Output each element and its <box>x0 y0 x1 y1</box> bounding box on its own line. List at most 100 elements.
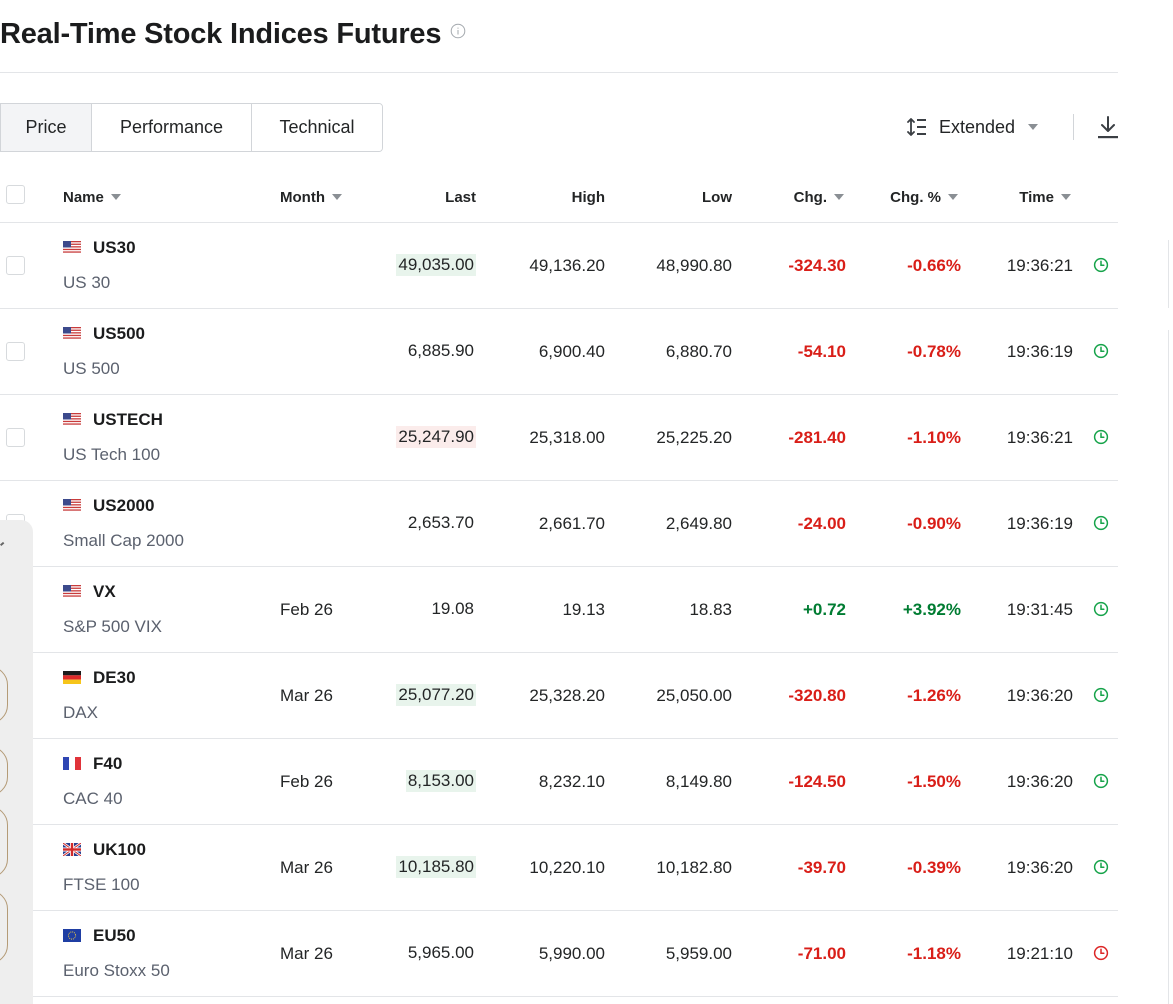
page-header: Real-Time Stock Indices Futures <box>0 14 466 54</box>
us-flag-icon <box>63 585 81 598</box>
change-percent: -0.90% <box>907 514 961 533</box>
sort-icon <box>110 194 121 200</box>
tab-technical[interactable]: Technical <box>252 104 382 151</box>
col-low[interactable]: Low <box>702 172 732 222</box>
gb-flag-icon <box>62 841 82 858</box>
change-percent: -0.78% <box>907 342 961 361</box>
sort-icon <box>948 194 958 200</box>
high-price: 6,900.40 <box>538 342 605 361</box>
col-name[interactable]: Name <box>63 172 121 222</box>
chevron-down-icon <box>1028 124 1039 130</box>
instrument-name: US 500 <box>63 359 120 378</box>
instrument-name: DAX <box>63 703 98 722</box>
high-price: 25,318.00 <box>529 428 605 447</box>
instrument-symbol-link[interactable]: F40 <box>93 754 123 773</box>
instrument-name: Small Cap 2000 <box>63 531 184 550</box>
last-price: 2,653.70 <box>407 513 474 532</box>
instrument-symbol-link[interactable]: US2000 <box>93 496 155 515</box>
last-price: 25,247.90 <box>396 426 476 448</box>
col-time[interactable]: Time <box>1019 172 1071 222</box>
low-price: 25,225.20 <box>656 428 732 447</box>
us-flag-icon <box>63 499 81 512</box>
table-row[interactable]: EU50 Euro Stoxx 50 Mar 26 5,965.00 5,990.00 5… <box>0 911 1118 997</box>
instrument-symbol-link[interactable]: EU50 <box>93 926 136 945</box>
col-month[interactable]: Month <box>280 172 342 222</box>
low-price: 6,880.70 <box>665 342 732 361</box>
row-checkbox[interactable] <box>6 342 25 361</box>
instrument-symbol-link[interactable]: US500 <box>93 324 145 343</box>
update-time: 19:36:19 <box>1006 342 1073 361</box>
col-low-label: Low <box>702 188 732 206</box>
market-open-clock-icon <box>1093 859 1109 875</box>
table-body: US30 US 30 49,035.00 49,136.20 48,990.80 -324… <box>0 223 1118 997</box>
last-price: 6,885.90 <box>407 341 474 360</box>
last-price: 19.08 <box>431 599 474 618</box>
tab-price[interactable]: Price <box>1 104 92 151</box>
de-flag-icon <box>63 671 81 684</box>
col-last-label: Last <box>445 188 476 206</box>
high-price: 49,136.20 <box>529 256 605 275</box>
last-price: 8,153.00 <box>405 770 476 792</box>
download-icon[interactable] <box>1096 114 1120 140</box>
col-chg-pct[interactable]: Chg. % <box>890 172 958 222</box>
update-time: 19:31:45 <box>1006 600 1073 619</box>
high-price: 25,328.20 <box>529 686 605 705</box>
toolbar-divider <box>1073 114 1074 140</box>
change-value: -54.10 <box>797 342 846 361</box>
table-row[interactable]: USTECH US Tech 100 25,247.90 25,318.00 25,22… <box>0 395 1118 481</box>
update-time: 19:36:21 <box>1006 256 1073 275</box>
update-time: 19:36:19 <box>1006 514 1073 533</box>
col-last[interactable]: Last <box>445 172 476 222</box>
low-price: 25,050.00 <box>656 686 732 705</box>
row-checkbox[interactable] <box>6 428 25 447</box>
instrument-symbol-link[interactable]: UK100 <box>93 840 146 859</box>
update-time: 19:36:20 <box>1006 772 1073 791</box>
market-open-clock-icon <box>1093 601 1109 617</box>
edge-divider <box>1168 240 1169 308</box>
table-row[interactable]: US2000 Small Cap 2000 2,653.70 2,661.70 2,64… <box>0 481 1118 567</box>
low-price: 10,182.80 <box>656 858 732 877</box>
fr-flag-icon <box>63 757 81 770</box>
contract-month: Feb 26 <box>280 600 333 619</box>
info-icon[interactable] <box>450 23 466 39</box>
instrument-symbol-link[interactable]: VX <box>93 582 116 601</box>
view-mode-select[interactable]: Extended <box>906 114 1039 140</box>
market-closed-clock-icon <box>1093 945 1109 961</box>
last-price: 5,965.00 <box>407 943 474 962</box>
contract-month: Feb 26 <box>280 772 333 791</box>
instrument-symbol-link[interactable]: USTECH <box>93 410 163 429</box>
col-month-label: Month <box>280 188 325 206</box>
change-value: -39.70 <box>797 858 846 877</box>
change-percent: -1.26% <box>907 686 961 705</box>
instrument-name: FTSE 100 <box>63 875 140 894</box>
instrument-symbol-link[interactable]: DE30 <box>93 668 136 687</box>
market-open-clock-icon <box>1093 343 1109 359</box>
tab-performance[interactable]: Performance <box>92 104 252 151</box>
eu-flag-icon <box>63 929 81 942</box>
change-value: +0.72 <box>802 600 846 619</box>
update-time: 19:36:20 <box>1006 858 1073 877</box>
low-price: 5,959.00 <box>665 944 732 963</box>
table-row[interactable]: F40 CAC 40 Feb 26 8,153.00 8,232.10 8,149.80 -… <box>0 739 1118 825</box>
change-percent: -1.10% <box>907 428 961 447</box>
table-row[interactable]: UK100 FTSE 100 Mar 26 10,185.80 10,220.10 10,… <box>0 825 1118 911</box>
col-chg-label: Chg. <box>793 188 827 206</box>
select-all-checkbox[interactable] <box>6 185 25 204</box>
table-row[interactable]: US500 US 500 6,885.90 6,900.40 6,880.70 -54.1… <box>0 309 1118 395</box>
update-time: 19:36:20 <box>1006 686 1073 705</box>
col-chg[interactable]: Chg. <box>794 172 844 222</box>
us-flag-icon <box>63 241 81 254</box>
low-price: 18.83 <box>689 600 732 619</box>
table-row[interactable]: DE30 DAX Mar 26 25,077.20 25,328.20 25,050.00… <box>0 653 1118 739</box>
table-row[interactable]: VX S&P 500 VIX Feb 26 19.08 19.13 18.83 +0.72 +… <box>0 567 1118 653</box>
row-checkbox[interactable] <box>6 256 25 275</box>
low-price: 2,649.80 <box>665 514 732 533</box>
instrument-symbol-link[interactable]: US30 <box>93 238 136 257</box>
high-price: 5,990.00 <box>538 944 605 963</box>
market-open-clock-icon <box>1093 687 1109 703</box>
table-row[interactable]: US30 US 30 49,035.00 49,136.20 48,990.80 -324… <box>0 223 1118 309</box>
edge-divider <box>1168 330 1173 1004</box>
market-open-clock-icon <box>1093 773 1109 789</box>
view-mode-label: Extended <box>939 116 1016 137</box>
col-high[interactable]: High <box>572 172 605 222</box>
